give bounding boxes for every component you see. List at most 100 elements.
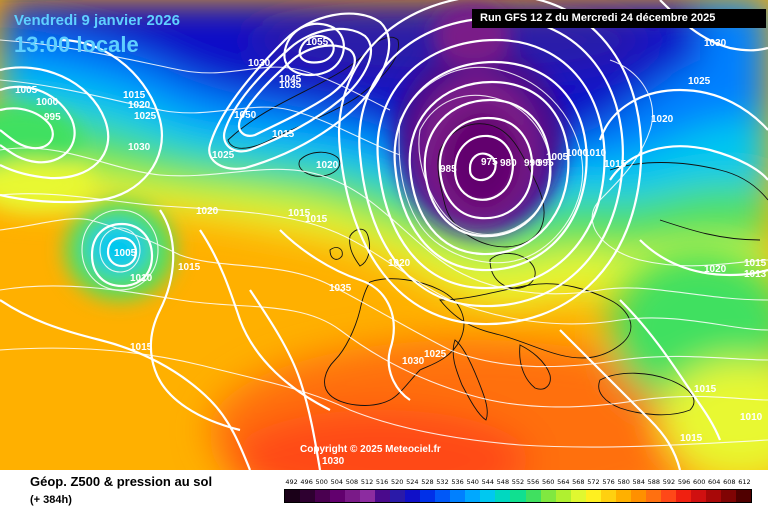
color-scale-bar xyxy=(284,489,752,503)
scale-label: 568 xyxy=(572,478,585,486)
scale-label: 556 xyxy=(526,478,540,486)
scale-swatch xyxy=(390,490,406,502)
scale-swatch xyxy=(615,490,631,502)
scale-swatch xyxy=(300,490,316,502)
pressure-value-label: 1005 xyxy=(114,248,137,259)
pressure-value-label: 1020 xyxy=(651,114,674,125)
scale-label: 512 xyxy=(360,478,374,486)
weather-map: 1005100099510151020102510301030105510451… xyxy=(0,0,768,470)
pressure-value-label: 1005 xyxy=(546,152,569,163)
pressure-value-label: 1020 xyxy=(704,264,727,275)
pressure-value-label: 1035 xyxy=(329,283,352,294)
lead-time: (+ 384h) xyxy=(30,494,72,506)
pressure-value-label: 1015 xyxy=(680,433,703,444)
forecast-time: 13:00 locale xyxy=(14,32,139,57)
pressure-value-label: 985 xyxy=(440,164,457,175)
pressure-value-label: 995 xyxy=(44,112,61,123)
pressure-value-label: 980 xyxy=(500,158,517,169)
pressure-value-label: 1030 xyxy=(128,142,151,153)
scale-swatch xyxy=(690,490,706,502)
pressure-value-label: 1013 xyxy=(744,269,767,280)
scale-label: 496 xyxy=(300,478,313,486)
pressure-value-label: 990 xyxy=(524,158,541,169)
pressure-value-label: 1015 xyxy=(305,214,328,225)
coastlines xyxy=(227,36,768,421)
scale-label: 588 xyxy=(647,478,661,486)
forecast-date: Vendredi 9 janvier 2026 xyxy=(14,12,180,29)
scale-label: 532 xyxy=(436,478,449,486)
pressure-value-label: 1020 xyxy=(316,160,339,171)
sea-level-isobars xyxy=(0,0,768,470)
scale-swatch xyxy=(630,490,646,502)
scale-label: 516 xyxy=(375,478,389,486)
scale-label: 544 xyxy=(481,478,494,486)
scale-label: 600 xyxy=(692,478,706,486)
scale-label: 608 xyxy=(723,478,736,486)
run-info-banner: Run GFS 12 Z du Mercredi 24 décembre 202… xyxy=(472,9,766,28)
scale-swatch xyxy=(435,490,451,502)
pressure-value-label: 1030 xyxy=(704,38,727,49)
scale-swatch xyxy=(600,490,616,502)
pressure-value-label: 1005 xyxy=(15,85,38,96)
pressure-value-label: 1000 xyxy=(566,148,589,159)
pressure-value-label: 1015 xyxy=(694,384,717,395)
scale-swatch xyxy=(420,490,436,502)
pressure-value-label: 1050 xyxy=(234,110,257,121)
scale-swatch xyxy=(720,490,736,502)
scale-swatch xyxy=(510,490,526,502)
pressure-value-label: 1015 xyxy=(178,262,201,273)
pressure-value-label: 1030 xyxy=(402,356,425,367)
scale-label: 604 xyxy=(708,478,721,486)
scale-swatch xyxy=(585,490,601,502)
scale-label: 492 xyxy=(285,478,298,486)
scale-label: 596 xyxy=(677,478,691,486)
scale-swatch xyxy=(705,490,721,502)
scale-label: 564 xyxy=(557,478,570,486)
pressure-value-label: 1015 xyxy=(130,342,153,353)
pressure-value-label: 1010 xyxy=(740,412,763,423)
scale-label: 612 xyxy=(738,478,751,486)
pressure-value-label: 1055 xyxy=(306,37,329,48)
pressure-value-label: 975 xyxy=(481,157,498,168)
scale-swatch xyxy=(480,490,496,502)
pressure-value-label: 1035 xyxy=(279,80,302,91)
pressure-value-label: 1030 xyxy=(322,456,345,467)
scale-swatch xyxy=(525,490,541,502)
scale-label: 560 xyxy=(541,478,555,486)
scale-label: 524 xyxy=(406,478,419,486)
scale-label: 572 xyxy=(587,478,600,486)
scale-label: 504 xyxy=(330,478,344,486)
scale-swatch xyxy=(540,490,556,502)
pressure-value-label: 1010 xyxy=(130,273,153,284)
copyright-notice: Copyright © 2025 Meteociel.fr xyxy=(300,444,441,455)
scale-swatch xyxy=(660,490,676,502)
pressure-value-label: 1030 xyxy=(248,58,271,69)
scale-swatch xyxy=(375,490,391,502)
scale-swatch xyxy=(315,490,331,502)
scale-swatch xyxy=(330,490,346,502)
scale-swatch xyxy=(405,490,421,502)
scale-label: 536 xyxy=(451,478,464,486)
pressure-value-label: 1045 xyxy=(279,74,302,85)
scale-label: 580 xyxy=(617,478,630,486)
scale-swatch xyxy=(285,490,301,502)
product-title: Géop. Z500 & pression au sol xyxy=(30,474,213,489)
scale-swatch xyxy=(735,490,751,502)
scale-swatch xyxy=(570,490,586,502)
scale-label: 592 xyxy=(662,478,676,486)
pressure-value-label: 1020 xyxy=(388,258,411,269)
scale-label: 540 xyxy=(466,478,479,486)
scale-swatch xyxy=(675,490,691,502)
pressure-value-label: 1025 xyxy=(134,111,157,122)
scale-label: 552 xyxy=(511,478,525,486)
scale-label: 548 xyxy=(496,478,510,486)
scale-swatch xyxy=(465,490,481,502)
scale-label: 520 xyxy=(391,478,404,486)
scale-swatch xyxy=(555,490,571,502)
pressure-value-label: 1015 xyxy=(288,208,311,219)
pressure-value-label: 1000 xyxy=(36,97,59,108)
color-scale-labels: 492 496 500 504 508 512 516 520 524 528 532 536 540 5… xyxy=(284,478,752,488)
pressure-value-label: 1015 xyxy=(123,90,146,101)
scale-swatch xyxy=(495,490,511,502)
